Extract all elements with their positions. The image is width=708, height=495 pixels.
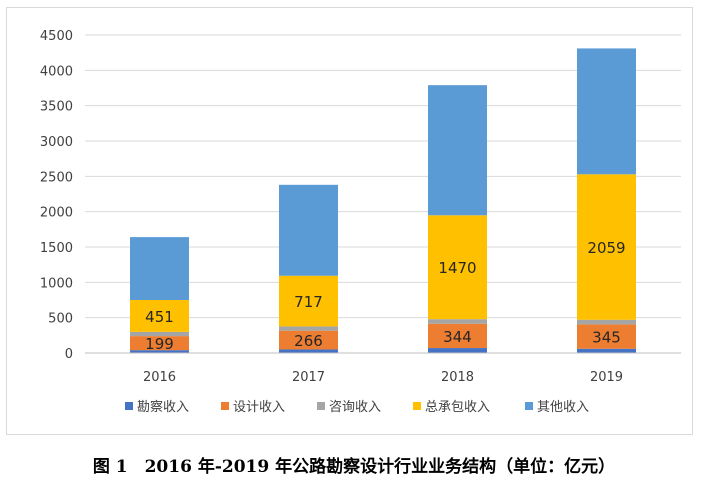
bar-segment <box>279 326 338 331</box>
bar-segment <box>577 319 636 325</box>
legend-entry: 总承包收入 <box>425 400 490 415</box>
legend-entry: 勘察收入 <box>137 400 189 415</box>
data-label: 199 <box>145 335 174 353</box>
y-tick-label: 2000 <box>40 206 73 221</box>
bar-segment <box>279 330 338 350</box>
bar-segment <box>130 237 189 300</box>
legend-swatch <box>221 402 229 410</box>
y-tick-label: 2500 <box>40 170 73 185</box>
x-tick-label: 2017 <box>292 370 325 385</box>
legend-swatch <box>317 402 325 410</box>
y-tick-label: 3500 <box>40 100 73 115</box>
legend-swatch <box>413 402 421 410</box>
data-label: 1470 <box>438 259 476 277</box>
chart-frame: 199 451 266 717 344 1470 345 2059 0 500 1000 1500 2… <box>6 7 693 435</box>
data-label: 344 <box>443 328 472 346</box>
bar-segment <box>428 215 487 320</box>
data-label: 345 <box>592 329 621 347</box>
figure-caption: 图 1 2016 年-2019 年公路勘察设计行业业务结构（单位：亿元） <box>92 457 616 477</box>
bar-segment <box>577 324 636 349</box>
legend-entry: 其他收入 <box>537 400 589 415</box>
y-tick-label: 1500 <box>40 241 73 256</box>
y-tick-label: 0 <box>65 347 73 362</box>
bar-segment <box>428 348 487 353</box>
bar-segment <box>577 48 636 175</box>
y-tick-label: 4500 <box>40 29 73 44</box>
bar-segment <box>428 85 487 216</box>
bar-segment <box>577 348 636 353</box>
legend-swatch <box>125 402 133 410</box>
bar-segment <box>130 336 189 351</box>
x-tick-label: 2018 <box>441 370 474 385</box>
legend-entry: 咨询收入 <box>329 400 381 415</box>
x-tick-label: 2016 <box>143 370 176 385</box>
bar-segment <box>279 275 338 327</box>
data-label: 717 <box>294 293 323 311</box>
bar-segment <box>577 174 636 320</box>
y-tick-label: 3000 <box>40 135 73 150</box>
legend-entry: 设计收入 <box>233 400 285 415</box>
bar-segment <box>428 319 487 324</box>
bar-segment <box>279 349 338 353</box>
y-tick-label: 4000 <box>40 64 73 79</box>
bar-segment <box>130 350 189 353</box>
bar-segment <box>130 300 189 332</box>
x-tick-label: 2019 <box>590 370 623 385</box>
bar-segment <box>428 323 487 349</box>
data-label: 266 <box>294 332 323 350</box>
bar-segment <box>279 184 338 276</box>
data-label: 451 <box>145 308 174 326</box>
legend-swatch <box>525 402 533 410</box>
bar-segment <box>130 331 189 337</box>
stacked-bar-chart: 199 451 266 717 344 1470 345 2059 0 500 1000 1500 2… <box>40 29 681 415</box>
y-tick-label: 500 <box>48 312 73 327</box>
y-tick-label: 1000 <box>40 276 73 291</box>
data-label: 2059 <box>587 239 625 257</box>
